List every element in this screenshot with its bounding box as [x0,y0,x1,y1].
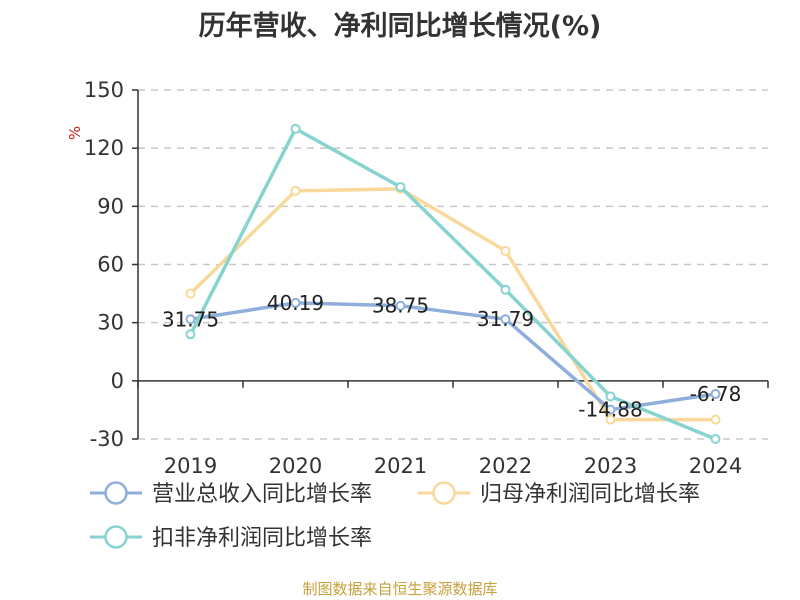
legend-swatch-marker [432,481,456,505]
legend-label: 归母净利润同比增长率 [480,482,700,507]
data-point [185,288,196,299]
legend-swatch-marker [104,481,128,505]
legend-swatch-marker [104,525,128,549]
x-tick-label: 2024 [689,454,742,478]
data-point [605,404,616,415]
data-label: 31.79 [477,307,534,331]
x-tick-label: 2019 [164,454,217,478]
data-point [710,434,721,444]
y-tick-label: 60 [97,253,124,277]
data-label: 40.19 [267,291,324,315]
source-note: 制图数据来自恒生聚源数据库 [302,580,498,598]
data-point [710,388,721,399]
series-line-0 [190,301,716,412]
y-axis-unit: % [66,126,84,140]
y-tick-label: 150 [84,78,124,102]
data-labels: 31.75 40.19 38.75 31.79 -14.88 -6.78 [162,291,742,422]
data-point [290,297,301,308]
axes: -30 0 30 60 90 120 150 2019 2020 2021 2022 2023 2024… [66,78,769,478]
data-point [290,185,301,196]
data-point [395,181,406,192]
data-point [500,314,511,325]
x-tick-label: 2020 [269,454,322,478]
x-tick-label: 2022 [479,454,532,478]
data-label: -14.88 [578,398,642,422]
data-point [500,245,511,256]
data-point [290,123,301,134]
y-tick-label: 30 [97,311,124,335]
grid-lines [138,89,768,440]
y-tick-label: 0 [111,369,124,393]
y-tick-label: 120 [84,136,124,160]
y-tick-label: 90 [97,194,124,218]
data-label: 38.75 [372,294,429,318]
data-label: 31.75 [162,307,219,331]
data-point [710,414,721,425]
data-point [605,414,616,425]
x-tick-label: 2023 [584,454,637,478]
y-tick-label: -30 [90,427,124,451]
data-point [185,314,196,325]
data-label: -6.78 [690,382,742,406]
x-tick-label: 2021 [374,454,427,478]
chart-title: 历年营收、净利同比增长情况(%) [198,11,602,42]
legend-label: 扣非净利润同比增长率 [152,526,372,551]
series-line-2 [188,127,717,441]
legend-label: 营业总收入同比增长率 [152,482,372,507]
data-point [395,300,406,311]
data-point [185,329,196,340]
data-point [500,284,511,295]
series-lines [185,123,721,444]
data-point [605,391,616,402]
series-line-1 [189,187,716,422]
